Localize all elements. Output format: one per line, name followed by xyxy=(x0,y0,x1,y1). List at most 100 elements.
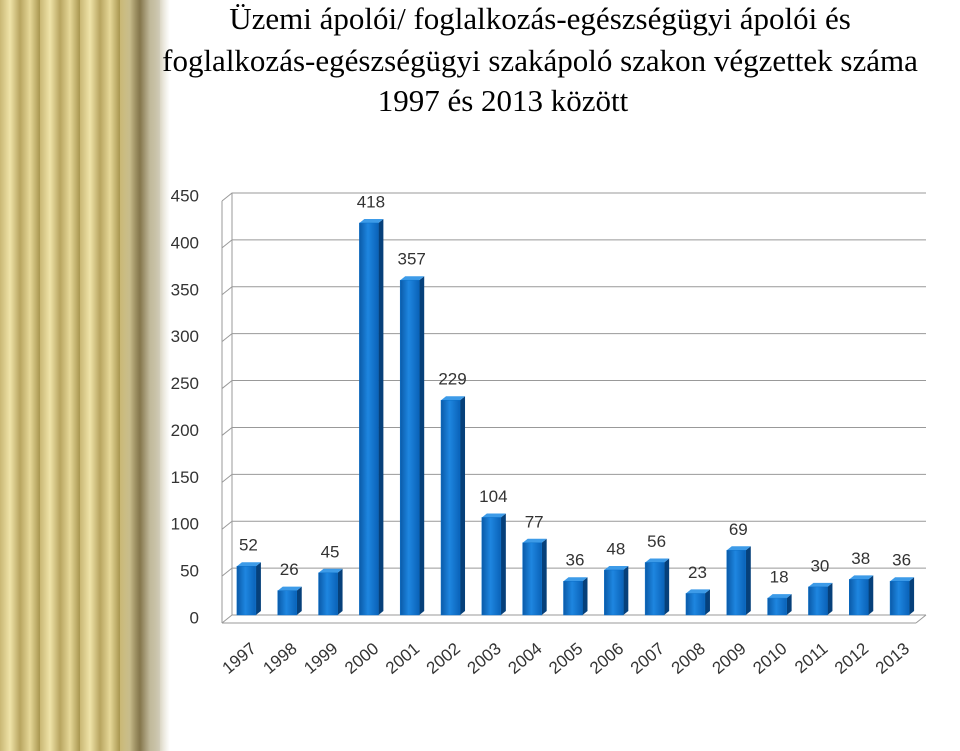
x-tick-label: 2011 xyxy=(791,639,831,677)
x-tick-label: 2013 xyxy=(872,639,913,678)
grid-line xyxy=(221,520,926,530)
floor-right xyxy=(915,614,927,624)
bar-side xyxy=(623,565,629,615)
bar xyxy=(481,517,502,616)
value-label: 77 xyxy=(525,512,544,531)
x-tick-label: 2007 xyxy=(627,639,668,678)
y-tick-label: 150 xyxy=(171,468,199,487)
bar-side xyxy=(868,575,874,615)
x-tick-label: 2008 xyxy=(668,639,709,678)
x-tick-label: 2006 xyxy=(586,639,627,678)
bar-top xyxy=(400,276,425,281)
value-label: 69 xyxy=(729,520,748,539)
bar xyxy=(359,222,379,616)
bar-top xyxy=(277,586,302,591)
chart-title: Üzemi ápolói/ foglalkozás-egészségügyi á… xyxy=(229,1,851,36)
curtain-background xyxy=(0,0,170,751)
value-label: 418 xyxy=(357,192,385,211)
value-label: 52 xyxy=(239,536,258,555)
bar-top xyxy=(849,575,874,580)
x-tick-label: 2012 xyxy=(831,639,872,678)
bar-side xyxy=(500,513,506,615)
value-label: 18 xyxy=(770,568,789,587)
y-tick-label: 400 xyxy=(171,233,199,252)
bar-top xyxy=(522,538,547,543)
bar-side xyxy=(909,577,915,615)
y-tick-label: 200 xyxy=(171,421,199,440)
bar xyxy=(726,550,747,616)
bar-side xyxy=(664,558,670,615)
grid-line xyxy=(221,473,926,483)
bar-top xyxy=(726,546,751,551)
bar xyxy=(849,579,869,616)
bar-top xyxy=(645,558,670,563)
chart-title: foglalkozás-egészségügyi szakápoló szako… xyxy=(162,43,918,78)
grid-line xyxy=(221,239,926,249)
value-label: 36 xyxy=(566,551,585,570)
y-tick-label: 300 xyxy=(171,327,199,346)
bar-top xyxy=(890,577,915,582)
bar-side xyxy=(378,219,384,615)
value-label: 56 xyxy=(647,532,666,551)
bar xyxy=(604,569,624,616)
chart-title: 1997 és 2013 között xyxy=(378,83,629,118)
bar xyxy=(277,590,297,616)
bar-side xyxy=(541,538,547,615)
y-tick-label: 250 xyxy=(171,374,199,393)
value-label: 23 xyxy=(688,563,707,582)
value-label: 48 xyxy=(606,539,625,558)
x-tick-label: 1997 xyxy=(219,639,260,678)
bar-side xyxy=(337,568,343,615)
x-tick-label: 2001 xyxy=(382,639,423,678)
grid-line xyxy=(221,380,926,389)
bar-side xyxy=(296,586,302,615)
y-tick-label: 450 xyxy=(171,186,199,205)
x-tick-label: 2003 xyxy=(464,639,505,678)
x-tick-label: 1999 xyxy=(300,639,341,678)
y-tick-label: 50 xyxy=(180,562,199,581)
bar-top xyxy=(359,219,384,224)
x-tick-label: 1998 xyxy=(259,639,300,678)
bar-top xyxy=(441,396,466,401)
value-label: 26 xyxy=(280,560,299,579)
bar xyxy=(563,580,583,616)
value-label: 104 xyxy=(479,487,507,506)
bar-top xyxy=(685,589,710,594)
bar-top xyxy=(318,568,343,573)
bar xyxy=(889,580,910,616)
y-tick-label: 0 xyxy=(190,608,199,627)
y-tick-label: 100 xyxy=(171,515,199,534)
bar-top xyxy=(808,582,833,587)
grid-line xyxy=(221,286,926,296)
y-tick-label: 350 xyxy=(171,280,199,299)
x-tick-label: 2005 xyxy=(545,639,586,678)
grid-line xyxy=(221,333,926,343)
bar-top xyxy=(481,513,506,518)
grid-line xyxy=(221,192,926,202)
x-tick-label: 2010 xyxy=(749,639,790,678)
bar xyxy=(644,562,665,616)
x-tick-label: 2000 xyxy=(341,639,382,678)
x-tick-label: 2009 xyxy=(709,639,750,678)
bar-side xyxy=(255,562,261,615)
value-label: 36 xyxy=(892,551,911,570)
value-label: 45 xyxy=(321,542,340,561)
bar xyxy=(318,572,338,616)
value-label: 30 xyxy=(810,556,829,575)
bar xyxy=(440,399,461,616)
bar-top xyxy=(604,565,629,570)
x-tick-label: 2004 xyxy=(504,639,545,678)
bar xyxy=(767,597,787,616)
grid-line xyxy=(221,426,926,436)
bar xyxy=(685,593,706,616)
bar-side xyxy=(827,582,833,615)
bar xyxy=(808,586,828,616)
bar-side xyxy=(582,577,588,615)
bar-top xyxy=(563,577,588,582)
grid-line xyxy=(221,614,926,624)
value-label: 229 xyxy=(438,370,466,389)
bar xyxy=(399,279,420,616)
x-tick-label: 2002 xyxy=(423,639,464,678)
